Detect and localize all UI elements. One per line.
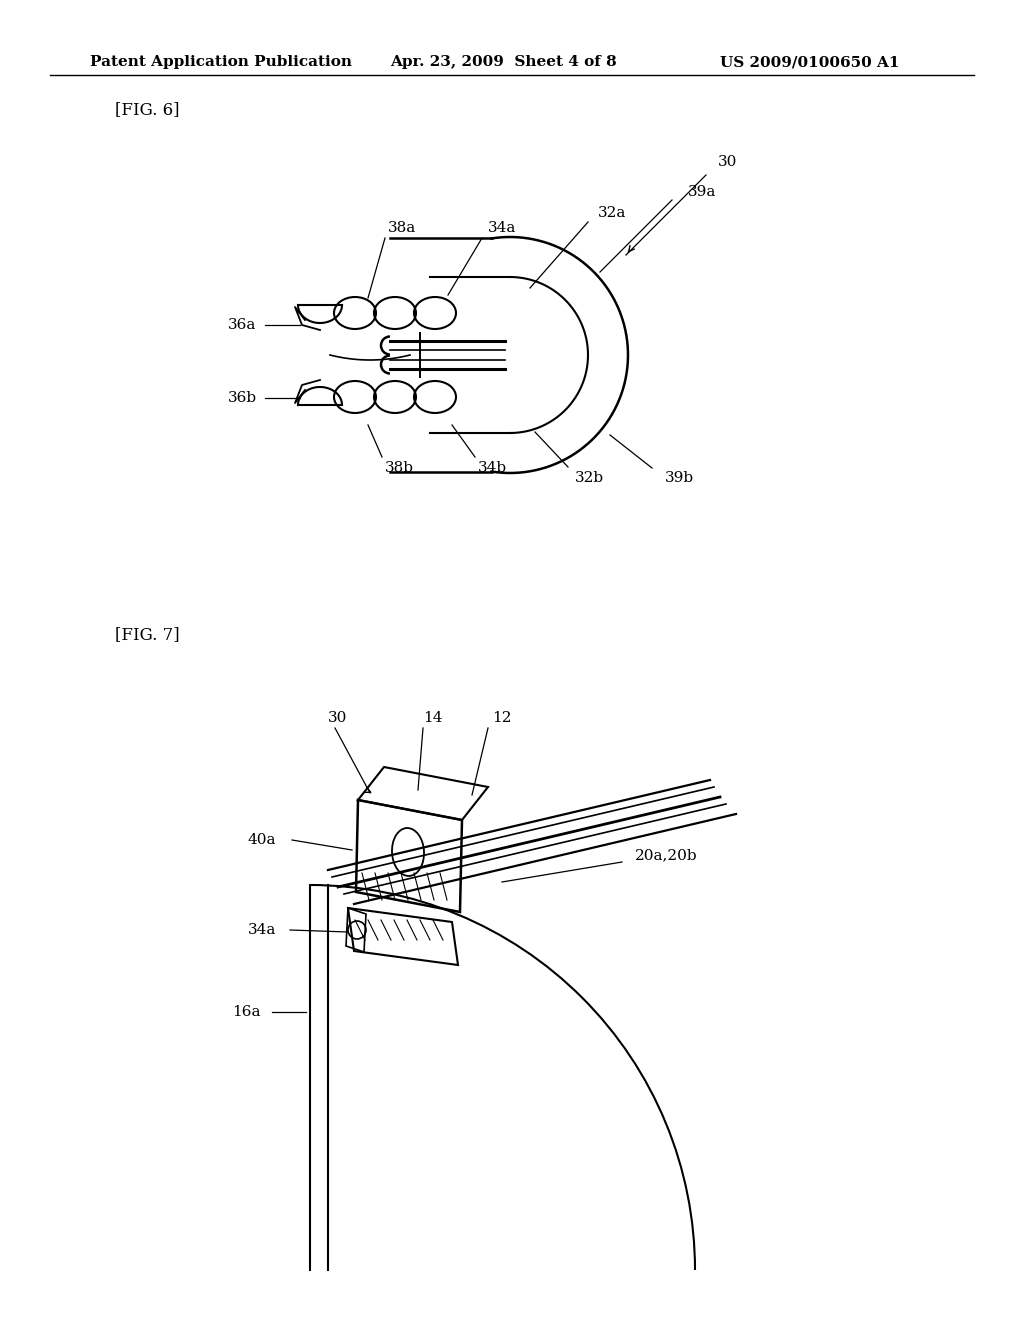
Text: 34b: 34b [478, 461, 507, 475]
Text: US 2009/0100650 A1: US 2009/0100650 A1 [720, 55, 899, 69]
Text: 38a: 38a [388, 220, 416, 235]
Text: 40a: 40a [248, 833, 276, 847]
Text: 30: 30 [718, 154, 737, 169]
Text: 32b: 32b [575, 471, 604, 484]
Text: 30: 30 [328, 711, 347, 725]
Text: 39a: 39a [688, 185, 717, 199]
Text: 34a: 34a [488, 220, 516, 235]
Text: Patent Application Publication: Patent Application Publication [90, 55, 352, 69]
Text: Apr. 23, 2009  Sheet 4 of 8: Apr. 23, 2009 Sheet 4 of 8 [390, 55, 616, 69]
Text: 36b: 36b [228, 391, 257, 405]
Text: 20a,20b: 20a,20b [635, 847, 697, 862]
Text: 36a: 36a [228, 318, 256, 333]
Text: 12: 12 [492, 711, 512, 725]
Text: 14: 14 [423, 711, 442, 725]
Text: 38b: 38b [385, 461, 414, 475]
Text: [FIG. 7]: [FIG. 7] [115, 627, 179, 644]
Text: 39b: 39b [665, 471, 694, 484]
Text: 32a: 32a [598, 206, 627, 220]
Text: [FIG. 6]: [FIG. 6] [115, 102, 179, 119]
Text: 16a: 16a [232, 1005, 260, 1019]
Text: 34a: 34a [248, 923, 276, 937]
